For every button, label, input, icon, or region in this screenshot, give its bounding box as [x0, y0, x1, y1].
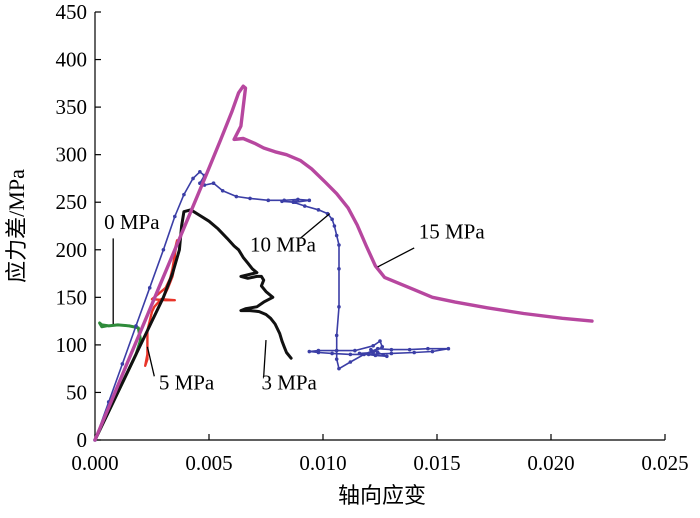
series-point-10-mpa	[362, 352, 366, 357]
series-point-10-mpa	[373, 353, 378, 358]
series-point-10-mpa	[296, 197, 300, 202]
y-tick-label: 50	[66, 380, 87, 404]
series-point-10-mpa	[446, 346, 451, 351]
y-tick-label: 200	[56, 238, 88, 262]
series-point-10-mpa	[334, 233, 339, 238]
axes	[94, 12, 665, 441]
x-tick-label: 0.025	[641, 451, 688, 475]
series-point-10-mpa	[389, 347, 394, 352]
series-point-10-mpa	[280, 199, 284, 204]
series-point-10-mpa	[316, 208, 321, 212]
series-point-10-mpa	[248, 196, 252, 201]
series-point-10-mpa	[385, 354, 389, 359]
series-point-10-mpa	[211, 181, 216, 185]
series-label-0-mpa: 0 MPa	[104, 210, 160, 234]
series-point-10-mpa	[412, 350, 417, 355]
series-point-10-mpa	[334, 348, 339, 353]
series-point-10-mpa	[307, 349, 312, 354]
y-tick-label: 100	[56, 333, 88, 357]
series-point-10-mpa	[348, 360, 353, 364]
series-point-10-mpa	[371, 344, 375, 348]
series-labels: 0 MPa 5 MPa 3 MPa 10 MPa 15 MPa	[104, 210, 485, 395]
series-point-10-mpa	[426, 346, 430, 351]
series-point-10-mpa	[366, 352, 371, 357]
y-tick-label: 150	[56, 285, 88, 309]
series-point-10-mpa	[348, 352, 353, 357]
series-point-10-mpa	[220, 189, 225, 193]
series-point-10-mpa	[182, 192, 186, 197]
series-line-3-mpa	[93, 208, 293, 442]
series-point-10-mpa	[198, 169, 202, 174]
series-point-10-mpa	[369, 347, 373, 352]
series-point-10-mpa	[337, 267, 341, 271]
series-label-15-mpa: 15 MPa	[419, 219, 486, 243]
x-tick-label: 0.005	[185, 451, 232, 475]
series-point-10-mpa	[191, 176, 195, 181]
series-point-10-mpa	[330, 217, 334, 222]
series-lines	[93, 84, 594, 442]
series-label-3-mpa: 3 MPa	[261, 371, 317, 395]
y-tick-label: 350	[56, 95, 88, 119]
series-point-10-mpa	[307, 198, 312, 203]
series-point-10-mpa	[371, 350, 375, 355]
y-tick-label: 0	[77, 428, 88, 452]
series-point-10-mpa	[334, 333, 339, 338]
series-point-10-mpa	[173, 214, 177, 219]
series-point-10-mpa	[389, 351, 394, 356]
leader-line-15-mpa	[377, 247, 415, 268]
series-point-10-mpa	[337, 243, 341, 247]
series-point-10-mpa	[266, 198, 271, 203]
series-label-5-mpa: 5 MPa	[159, 371, 215, 395]
x-tick-label: 0.020	[527, 451, 574, 475]
series-point-10-mpa	[375, 346, 380, 351]
y-tick-label: 250	[56, 190, 88, 214]
ticks: 0 50 100 150 200 250 300 350 400 450 0.000 0.005 0.0…	[56, 0, 689, 475]
series-point-10-mpa	[234, 194, 239, 199]
leader-line-3-mpa	[263, 340, 267, 377]
y-axis-title: 应力差/MPa	[4, 169, 29, 283]
series-point-10-mpa	[291, 200, 296, 205]
series-point-10-mpa	[357, 351, 362, 356]
series-point-10-mpa	[378, 339, 382, 343]
series-point-10-mpa	[353, 348, 357, 353]
series-point-10-mpa	[334, 357, 339, 361]
series-line-15-mpa	[93, 84, 594, 442]
series-point-10-mpa	[316, 348, 321, 353]
series-label-10-mpa: 10 MPa	[250, 233, 317, 257]
series-point-10-mpa	[430, 349, 435, 354]
x-tick-label: 0.010	[299, 451, 346, 475]
y-tick-label: 450	[56, 0, 88, 24]
series-point-10-mpa	[147, 286, 152, 290]
series-point-10-mpa	[120, 362, 125, 366]
series-point-10-mpa	[407, 347, 412, 352]
series-point-10-mpa	[134, 324, 138, 328]
series-point-10-mpa	[337, 366, 341, 371]
leader-line-10-mpa	[299, 213, 331, 239]
series-point-10-mpa	[375, 350, 380, 355]
series-point-10-mpa	[161, 247, 166, 252]
y-tick-label: 400	[56, 48, 88, 72]
series-point-10-mpa	[337, 305, 341, 309]
x-tick-label: 0.015	[413, 451, 460, 475]
x-axis-title: 轴向应变	[338, 483, 426, 508]
series-point-10-mpa	[330, 351, 334, 356]
y-tick-label: 300	[56, 143, 88, 167]
series-point-10-mpa	[302, 204, 307, 208]
leader-line-5-mpa	[146, 346, 155, 377]
x-tick-label: 0.000	[71, 451, 118, 475]
series-point-10-mpa	[380, 344, 385, 349]
series-point-10-mpa	[332, 224, 337, 228]
